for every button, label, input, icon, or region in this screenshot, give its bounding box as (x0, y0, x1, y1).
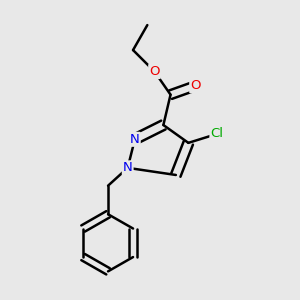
Text: N: N (123, 161, 133, 174)
Text: O: O (149, 65, 160, 78)
Text: O: O (190, 79, 201, 92)
Text: Cl: Cl (210, 128, 224, 140)
Text: N: N (130, 133, 140, 146)
